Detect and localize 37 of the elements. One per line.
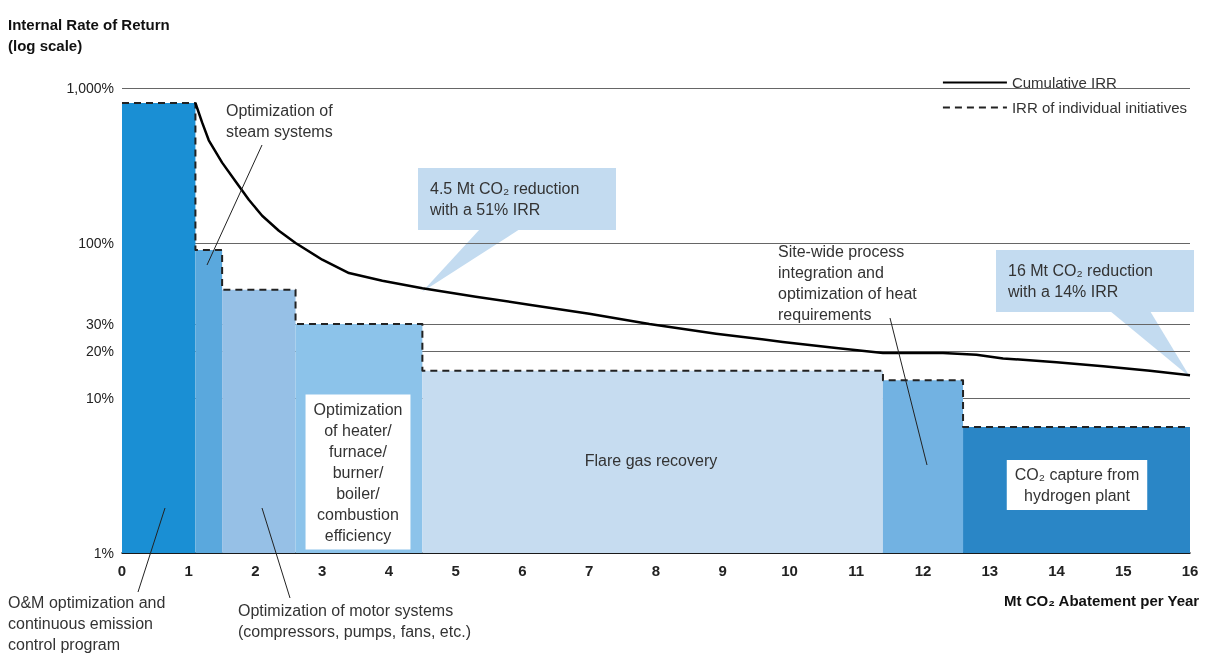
x-tick-label: 10 <box>781 562 798 579</box>
x-tick-label: 3 <box>318 562 327 579</box>
x-tick-label: 11 <box>848 562 865 579</box>
y-tick-label: 100% <box>78 235 114 251</box>
x-tick-label: 6 <box>518 562 527 579</box>
x-tick-label: 9 <box>718 562 727 579</box>
y-tick-label: 30% <box>85 316 114 333</box>
annotation: Optimization of steam systems <box>226 102 334 140</box>
x-tick-label: 14 <box>1048 562 1066 579</box>
y-tick-label: 20% <box>85 343 114 360</box>
text: O&M optimization and continuous emission control program <box>8 594 166 653</box>
line-series <box>194 101 1192 377</box>
x-tick-label: 1 <box>184 562 193 579</box>
annotation: 4.5 Mt CO₂ reduction with a 51% IRR <box>429 180 580 218</box>
y-tick-label: 1,000% <box>66 80 114 96</box>
x-tick-label: 7 <box>585 562 594 579</box>
x-tick-label: 8 <box>651 562 661 579</box>
x-tick-label: 0 <box>117 562 127 579</box>
y-tick-label: 10% <box>85 390 114 406</box>
annotation: Site-wide process integration and optimization of heat requirements <box>778 243 918 323</box>
legend-label: IRR of individual initiatives <box>1011 99 1187 116</box>
x-tick-label: 16 <box>1181 562 1199 579</box>
x-tick-label: 15 <box>1114 562 1132 579</box>
annotation: Optimization of heater/ furnace/ burner/ boiler/ combustion efficiency <box>313 400 403 544</box>
x-tick-label: 4 <box>384 562 394 579</box>
text: Optimization of motor systems (compressors, pumps, fans, etc.) <box>238 602 471 640</box>
x-tick-label: 2 <box>251 562 260 579</box>
y-axis-title: Internal Rate of Return (log scale) <box>8 16 170 54</box>
x-axis-title: Mt CO₂ Abatement per Year <box>1004 592 1200 609</box>
annotation: Flare gas recovery <box>584 451 718 469</box>
legend-label: Cumulative IRR <box>1011 74 1118 91</box>
x-tick-label: 5 <box>451 562 460 579</box>
x-tick-label: 13 <box>981 562 999 579</box>
annotation: CO₂ capture from hydrogen plant <box>1014 466 1140 504</box>
x-tick-label: 12 <box>914 562 932 579</box>
y-tick-label: 1% <box>93 545 114 561</box>
annotation: 16 Mt CO₂ reduction with a 14% IRR <box>1007 262 1153 300</box>
